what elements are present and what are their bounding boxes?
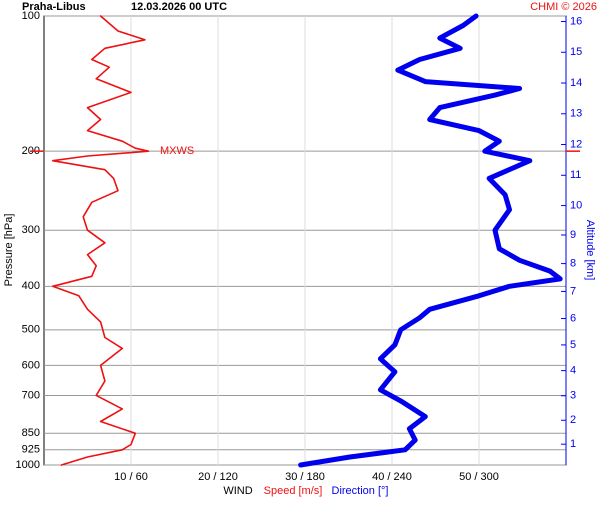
- x-axis-label: WIND: [223, 485, 252, 497]
- x-tick-label: 30 / 180: [285, 471, 325, 483]
- y2-tick-label: 14: [570, 77, 582, 89]
- speed-label: Speed [m/s]: [264, 485, 323, 497]
- y-tick-label: 600: [22, 359, 40, 371]
- y2-tick-label: 16: [570, 15, 582, 27]
- y2-tick-label: 2: [570, 414, 576, 426]
- profile-line: [51, 15, 150, 466]
- y2-tick-label: 9: [570, 229, 576, 241]
- x-tick-label: 10 / 60: [114, 471, 148, 483]
- chart-title: Praha-Libus: [22, 1, 86, 13]
- y2-tick-label: 5: [570, 339, 576, 351]
- y-tick-label: 100: [22, 10, 40, 22]
- y2-tick-label: 11: [570, 169, 581, 181]
- y2-tick-label: 1: [570, 438, 576, 450]
- y2-tick-label: 12: [570, 138, 582, 150]
- y2-tick-label: 10: [570, 199, 582, 211]
- y-tick-label: 300: [22, 224, 40, 236]
- y2-tick-label: 4: [570, 365, 576, 377]
- y2-tick-label: 3: [570, 390, 576, 402]
- y-tick-label: 850: [22, 427, 40, 439]
- y-tick-label: 925: [22, 444, 40, 456]
- mxws-label: MXWS: [160, 145, 194, 157]
- y-tick-label: 500: [22, 324, 40, 336]
- x-tick-label: 50 / 300: [459, 471, 499, 483]
- y-tick-label: 400: [22, 280, 40, 292]
- y2-axis-label: Altitude [km]: [584, 220, 596, 281]
- y2-tick-label: 15: [570, 46, 582, 58]
- profile-line: [298, 13, 563, 468]
- y-tick-label: 700: [22, 389, 40, 401]
- credit: CHMI © 2026: [530, 1, 597, 13]
- y-axis-label: Pressure [hPa]: [3, 214, 15, 287]
- y2-tick-label: 6: [570, 312, 576, 324]
- chart-subtitle: 12.03.2026 00 UTC: [131, 1, 227, 13]
- x-tick-label: 20 / 120: [198, 471, 238, 483]
- y2-tick-label: 8: [570, 258, 576, 270]
- direction-label: Direction [°]: [332, 485, 389, 497]
- y2-tick-label: 13: [570, 108, 582, 120]
- x-tick-label: 40 / 240: [372, 471, 412, 483]
- y2-tick-label: 7: [570, 285, 576, 297]
- y-tick-label: 1000: [16, 459, 40, 471]
